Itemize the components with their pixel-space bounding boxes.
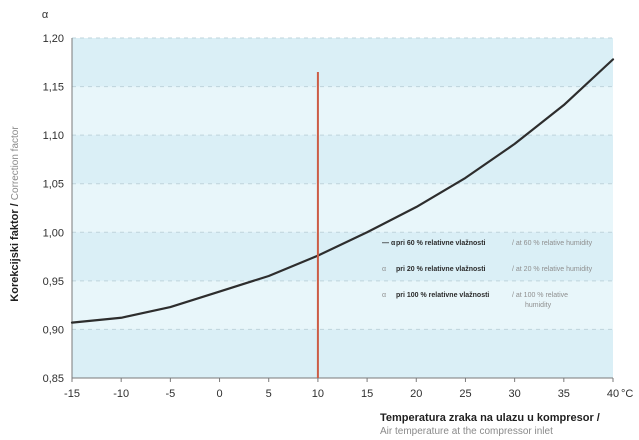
series-line <box>70 58 615 324</box>
y-tick-label: 1,00 <box>43 227 64 239</box>
legend-label-soft: / at 60 % relative humidity <box>512 240 593 247</box>
x-tick-label: 0 <box>216 388 222 400</box>
plot-band <box>72 280 613 330</box>
legend-label-soft: / at 100 % relative <box>512 292 568 299</box>
y-tick-label: 1,10 <box>43 130 64 142</box>
y-tick-label: 0,90 <box>43 324 64 336</box>
axis-labels: 1,20 1,15 1,10 1,05 1,00 0,95 0,90 0,85-15 -10 -5… <box>9 9 633 437</box>
legend-marker: α <box>382 266 386 273</box>
plot-band <box>72 232 613 281</box>
legend-marker: α <box>382 292 386 299</box>
plot-band <box>72 135 613 184</box>
y-axis-label-secondary: Correction factor <box>10 126 21 201</box>
x-tick-label: -5 <box>165 388 175 400</box>
plot-band <box>72 183 613 233</box>
plot-band <box>72 329 613 378</box>
y-tick-label: 1,20 <box>43 33 64 45</box>
legend: — α pri 60 % relativne vlažnosti / at 60 %… <box>382 240 593 309</box>
y-axis-symbol: α <box>42 9 49 21</box>
plot-band <box>72 86 613 136</box>
y-axis-label: Korekcijski faktor / Correction factor <box>9 126 21 302</box>
legend-marker: — α <box>382 240 396 247</box>
x-axis-label-secondary: Air temperature at the compressor inlet <box>380 426 553 437</box>
legend-label-soft: / at 20 % relative humidity <box>512 266 593 273</box>
legend-label-strong: pri 60 % relativne vlažnosti <box>396 240 486 247</box>
x-tick-label: 40 <box>607 388 619 400</box>
x-tick-label: 15 <box>361 388 373 400</box>
legend-label-strong: pri 20 % relativne vlažnosti <box>396 266 486 273</box>
x-tick-label: -10 <box>113 388 129 400</box>
x-tick-label: 25 <box>459 388 471 400</box>
x-axis-unit: °C <box>621 388 633 400</box>
series-layer <box>70 58 615 324</box>
y-tick-label: 0,85 <box>43 373 64 385</box>
y-tick-label: 0,95 <box>43 276 64 288</box>
x-axis-label-primary: Temperatura zraka na ulazu u kompresor / <box>380 412 600 424</box>
x-tick-label: 10 <box>312 388 324 400</box>
y-axis-label-primary: Korekcijski faktor / <box>9 200 21 302</box>
x-tick-label: 20 <box>410 388 422 400</box>
x-tick-label: 35 <box>558 388 570 400</box>
x-tick-label: 30 <box>509 388 521 400</box>
legend-label-soft-2: humidity <box>525 302 552 309</box>
y-tick-label: 1,15 <box>43 82 64 94</box>
axes <box>71 38 614 382</box>
x-tick-label: 5 <box>266 388 272 400</box>
y-tick-label: 1,05 <box>43 179 64 191</box>
plot-background <box>72 38 613 378</box>
x-tick-label: -15 <box>64 388 80 400</box>
plot-band <box>72 38 613 87</box>
legend-label-strong: pri 100 % relativne vlažnosti <box>396 292 489 299</box>
